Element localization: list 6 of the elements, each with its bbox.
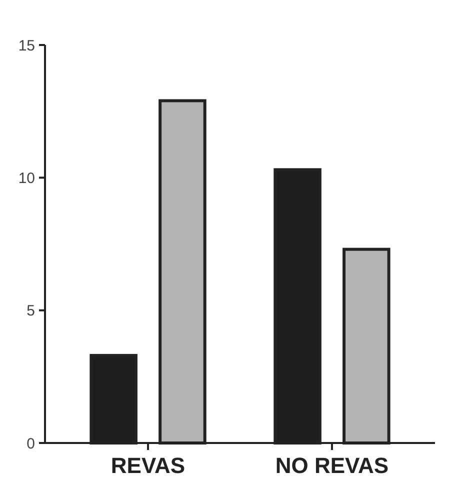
y-tick-label: 10 (18, 170, 35, 187)
y-tick-label: 5 (26, 302, 35, 320)
y-tick-label: 0 (26, 435, 35, 452)
x-tick-label: REVAS (110, 453, 186, 478)
y-tick-label: 15 (18, 37, 35, 54)
x-tick-label: NO REVAS (275, 453, 389, 478)
